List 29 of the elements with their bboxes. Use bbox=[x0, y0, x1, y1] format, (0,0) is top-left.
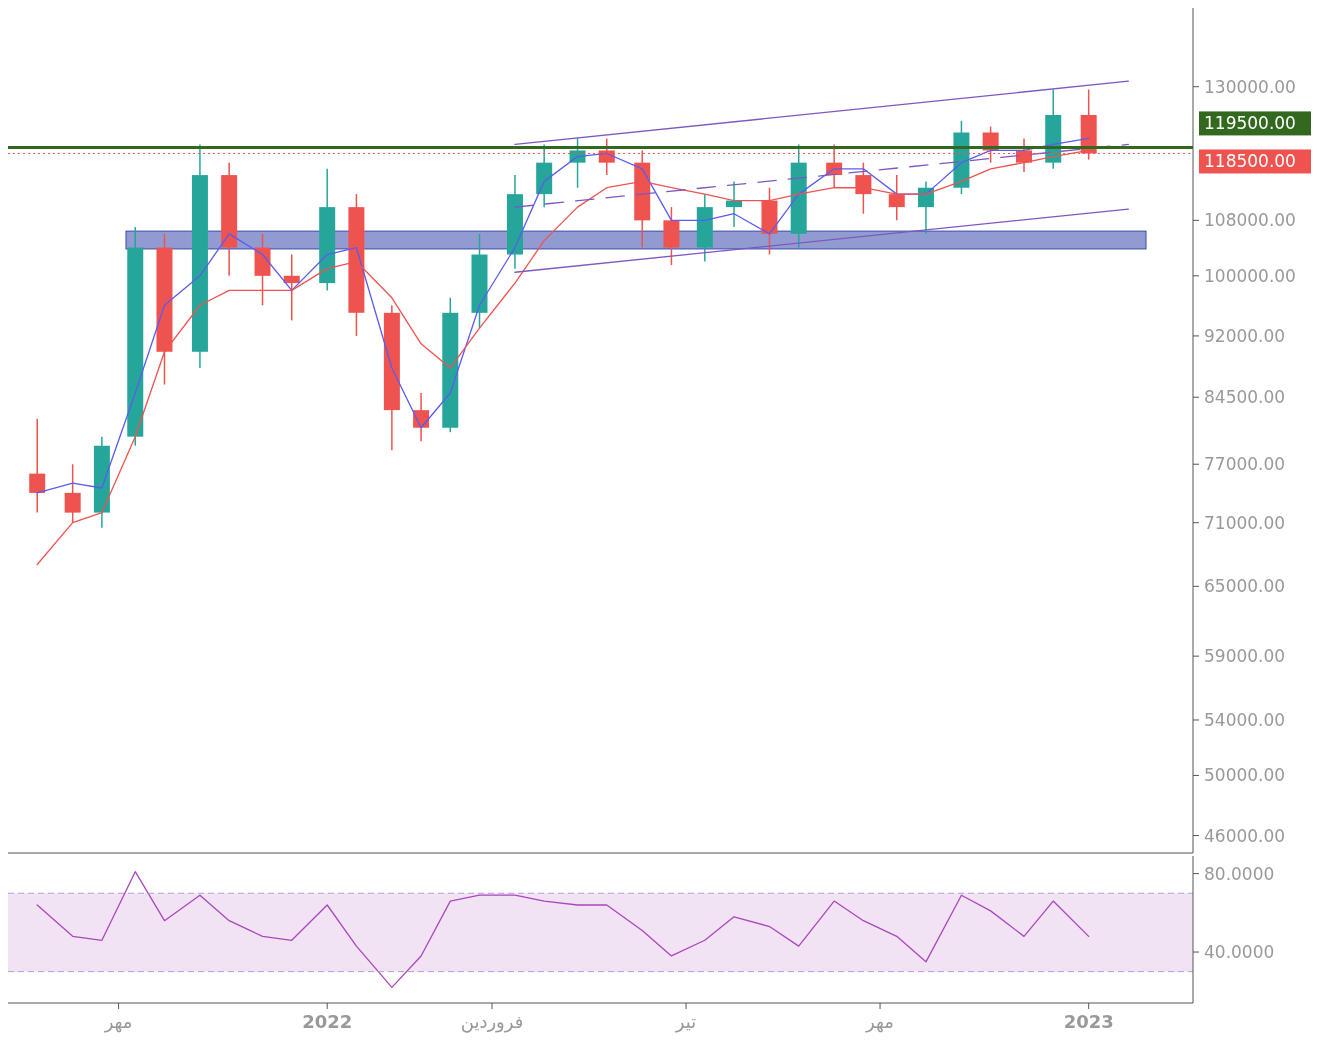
x-tick-label: تیر bbox=[674, 1011, 697, 1033]
candlestick bbox=[855, 161, 872, 215]
candlestick bbox=[64, 463, 81, 524]
x-tick-label: 2022 bbox=[302, 1011, 353, 1032]
x-tick-label: مهر bbox=[865, 1011, 894, 1033]
y-tick-label: 71000.00 bbox=[1204, 512, 1286, 533]
y-tick-label: 50000.00 bbox=[1204, 765, 1286, 786]
x-tick-label: فروردین bbox=[460, 1011, 524, 1033]
ref-line-label: 118500.00 bbox=[1204, 151, 1296, 172]
y-tick-label: 40.0000 bbox=[1204, 941, 1275, 962]
y-tick-label: 100000.00 bbox=[1204, 265, 1296, 286]
y-tick-label: 130000.00 bbox=[1204, 76, 1296, 97]
ref-line-label: 119500.00 bbox=[1204, 113, 1296, 134]
y-tick-label: 92000.00 bbox=[1204, 325, 1286, 346]
candlestick bbox=[726, 180, 743, 228]
y-tick-label: 80.0000 bbox=[1204, 863, 1275, 884]
y-tick-label: 59000.00 bbox=[1204, 646, 1286, 667]
y-tick-label: 77000.00 bbox=[1204, 454, 1286, 475]
x-tick-label: مهر bbox=[103, 1011, 133, 1033]
candlestick bbox=[888, 174, 905, 222]
candlestick bbox=[283, 253, 300, 322]
candlestick bbox=[29, 418, 46, 514]
line-series bbox=[36, 871, 1090, 988]
y-tick-label: 108000.00 bbox=[1204, 210, 1296, 231]
y-tick-label: 46000.00 bbox=[1204, 825, 1286, 846]
y-tick-label: 65000.00 bbox=[1204, 576, 1286, 597]
y-tick-label: 84500.00 bbox=[1204, 387, 1286, 408]
x-tick-label: 2023 bbox=[1063, 1011, 1114, 1032]
y-tick-label: 54000.00 bbox=[1204, 709, 1286, 730]
